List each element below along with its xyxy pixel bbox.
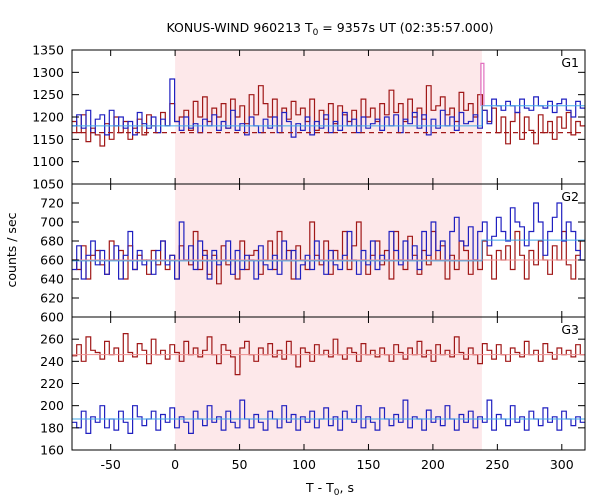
panel-g2-y-tick-label: 620: [40, 291, 64, 306]
y-axis-label: counts / sec: [4, 212, 19, 287]
panel-g2-blue-background: [72, 239, 585, 262]
panel-g3-y-tick-label: 220: [40, 376, 64, 391]
chart-title-rest: = 9357s UT (02:35:57.000): [318, 20, 493, 35]
panel-g3-y-tick-label: 200: [40, 398, 64, 413]
plot-area: 1050 1100 1150 1200 1250 1300 1350 G1 600 620 640 6…: [32, 43, 586, 472]
panel-g2-label: G2: [561, 189, 579, 204]
x-axis-label: T - T0, s: [305, 480, 354, 498]
panel-g2-y-tick-label: 680: [40, 234, 64, 249]
panel-g1-y-tick-label: 1350: [32, 43, 64, 58]
chart-title-sub: 0: [313, 28, 319, 38]
panel-g1-label: G1: [561, 55, 579, 70]
x-axis-label-main: T - T: [305, 480, 334, 495]
x-tick-label: 100: [292, 457, 316, 472]
panel-g3-y-tick-label: 160: [40, 443, 64, 458]
panel-g1-spike: [480, 62, 485, 106]
panel-g1-y-tick-label: 1300: [32, 65, 64, 80]
panel-g2-y-tick-label: 600: [40, 310, 64, 325]
panel-g3-blue-series: [72, 399, 585, 434]
panel-g3-y-tick-label: 240: [40, 354, 64, 369]
panel-g3-label: G3: [561, 322, 579, 337]
panel-g1-y-tick-label: 1150: [32, 132, 64, 147]
panel-g2-y-tick-label: 700: [40, 215, 64, 230]
x-axis-label-rest: , s: [340, 480, 354, 495]
x-tick-label: 300: [550, 457, 574, 472]
x-tick-label: -50: [100, 457, 120, 472]
x-tick-label: 50: [232, 457, 248, 472]
x-tick-label: 150: [357, 457, 381, 472]
panel-g2-blue-series: [72, 202, 585, 280]
panel-g2-y-tick-label: 720: [40, 196, 64, 211]
x-tick-label: 250: [485, 457, 509, 472]
chart-title-main: KONUS-WIND 960213 T: [166, 20, 312, 35]
panel-g3-y-tick-label: 260: [40, 332, 64, 347]
chart-title: KONUS-WIND 960213 T0 = 9357s UT (02:35:5…: [166, 20, 493, 38]
panel-g1-blue-background: [72, 105, 585, 127]
x-tick-label: 0: [171, 457, 179, 472]
panel-g3-y-tick-label: 180: [40, 420, 64, 435]
panel-g1-y-tick-label: 1100: [32, 154, 64, 169]
panel-g2-y-tick-label: 640: [40, 272, 64, 287]
panel-g1-y-tick-label: 1250: [32, 87, 64, 102]
x-axis-label-sub: 0: [334, 488, 340, 498]
panel-g2-y-tick-label: 660: [40, 253, 64, 268]
panel-g1-y-tick-label: 1200: [32, 110, 64, 125]
panel-g1-y-tick-label: 1050: [32, 177, 64, 192]
x-tick-label: 200: [421, 457, 445, 472]
